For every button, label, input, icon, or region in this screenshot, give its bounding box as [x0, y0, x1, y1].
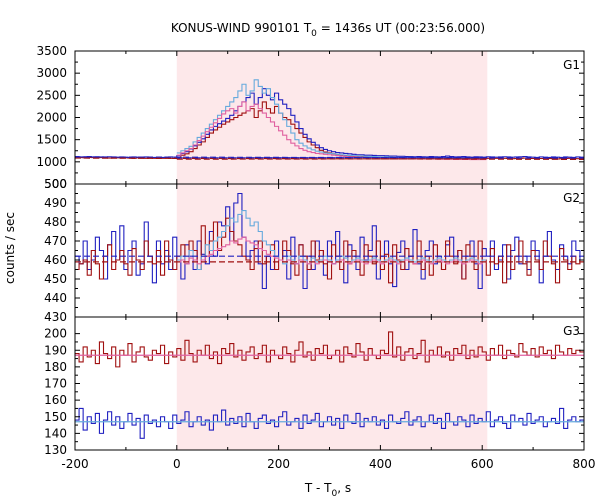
chart-panels: 500100015002000250030003500G143044045046…	[36, 44, 595, 471]
y-tick-label: 160	[44, 393, 67, 407]
y-tick-label: 130	[44, 443, 67, 457]
y-tick-label: 190	[44, 343, 67, 357]
x-tick-label: 600	[471, 457, 494, 471]
y-tick-label: 2500	[36, 88, 67, 102]
y-tick-label: 180	[44, 360, 67, 374]
y-tick-label: 200	[44, 327, 67, 341]
series-dark_red-0	[75, 331, 584, 368]
panel-g2: 430 440 450 460 470 480 490 500 G2	[44, 177, 585, 324]
y-tick-label: 490	[44, 196, 67, 210]
panel-g1: 500 1000 1500 2000 2500 3000 3500 G1	[36, 44, 585, 191]
x-tick-label: 0	[173, 457, 181, 471]
panel-label: G3	[563, 324, 580, 338]
fit-line-dark_red-5	[74, 157, 585, 160]
y-axis-label: counts / sec	[3, 212, 17, 284]
y-tick-label: 450	[44, 272, 67, 286]
highlight-band	[176, 51, 488, 184]
y-tick-label: 460	[44, 253, 67, 267]
y-tick-label: 3000	[36, 66, 67, 80]
highlight-band	[176, 317, 488, 450]
y-tick-label: 430	[44, 310, 67, 324]
x-axis-label: T - T0, s	[304, 481, 351, 499]
y-tick-label: 500	[44, 177, 67, 191]
y-tick-label: 440	[44, 291, 67, 305]
panel-g3: 130 140 150 160 170 180 190 200 G3	[44, 316, 585, 457]
y-tick-label: 2000	[36, 111, 67, 125]
y-tick-label: 1500	[36, 133, 67, 147]
y-tick-label: 140	[44, 426, 67, 440]
chart-title: KONUS-WIND 990101 T0 = 1436s UT (00:23:5…	[171, 21, 485, 39]
y-tick-label: 470	[44, 234, 67, 248]
y-tick-label: 1000	[36, 155, 67, 169]
x-tick-label: 800	[573, 457, 596, 471]
y-tick-label: 480	[44, 215, 67, 229]
x-tick-label: 400	[369, 457, 392, 471]
fit-line-blue-4	[74, 156, 585, 159]
y-tick-label: 170	[44, 377, 67, 391]
panel-label: G2	[563, 191, 580, 205]
x-tick-label: -200	[61, 457, 88, 471]
y-tick-label: 500	[44, 177, 67, 191]
y-tick-label: 150	[44, 410, 67, 424]
series-pink-3	[176, 236, 487, 265]
x-tick-label: 200	[267, 457, 290, 471]
panel-label: G1	[563, 58, 580, 72]
series-dark_red-1	[75, 217, 584, 284]
y-tick-label: 3500	[36, 44, 67, 58]
